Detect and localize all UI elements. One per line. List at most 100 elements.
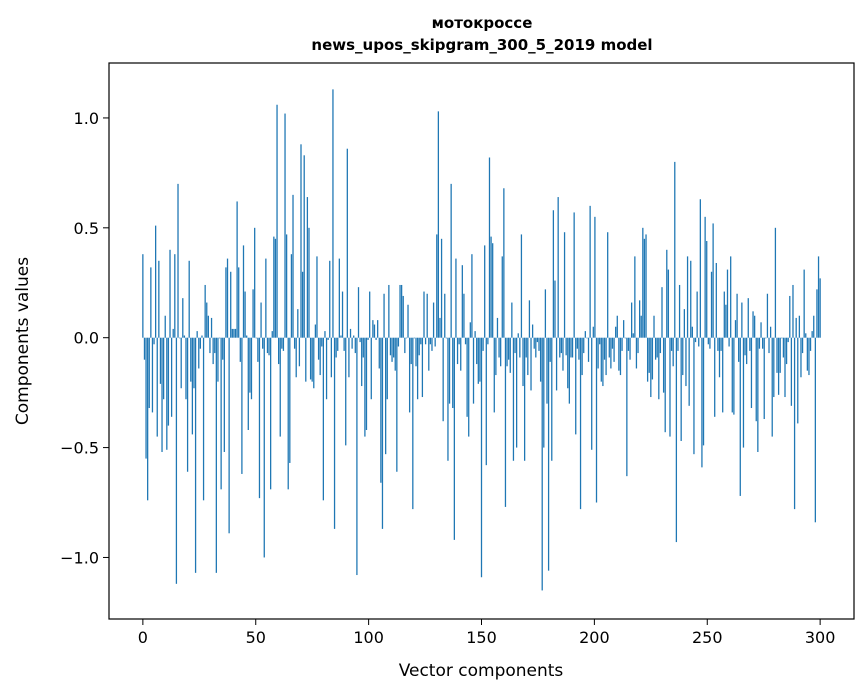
bar xyxy=(616,315,618,338)
bar xyxy=(421,337,424,398)
bar xyxy=(547,337,550,571)
bar xyxy=(670,337,673,351)
bar xyxy=(298,337,301,367)
bar xyxy=(313,337,315,389)
bar xyxy=(664,337,666,433)
bar xyxy=(501,256,503,338)
bar xyxy=(758,337,761,349)
bar xyxy=(728,337,730,347)
bar xyxy=(167,337,170,426)
bar xyxy=(699,199,701,338)
bar xyxy=(747,298,749,338)
bar xyxy=(605,337,607,376)
bar xyxy=(754,315,756,338)
bar xyxy=(816,289,818,338)
bar xyxy=(399,284,401,338)
bar xyxy=(675,337,678,543)
bar xyxy=(260,302,262,338)
bar xyxy=(530,337,532,391)
bar xyxy=(718,337,721,378)
bar xyxy=(148,337,150,409)
bar xyxy=(712,223,714,338)
bar xyxy=(353,335,355,338)
bar xyxy=(730,256,732,338)
bar xyxy=(615,326,617,338)
bar xyxy=(444,293,446,338)
bar xyxy=(704,216,706,338)
bar xyxy=(458,337,460,345)
bar xyxy=(207,315,209,338)
bar xyxy=(720,337,722,351)
bar xyxy=(746,337,748,365)
bar xyxy=(322,337,324,501)
bar xyxy=(662,337,665,393)
bar xyxy=(199,337,202,349)
bar xyxy=(412,337,414,510)
bar xyxy=(380,337,382,483)
bar xyxy=(337,337,339,351)
bar xyxy=(394,337,396,371)
bar xyxy=(511,302,513,338)
bar xyxy=(785,337,788,365)
bar xyxy=(586,337,588,339)
bar xyxy=(367,337,369,340)
bar xyxy=(749,337,751,351)
bar xyxy=(324,331,326,338)
bar xyxy=(554,280,556,338)
bar xyxy=(218,337,221,339)
bar xyxy=(506,337,508,367)
bar xyxy=(693,337,695,455)
bar xyxy=(570,337,572,358)
bar xyxy=(316,256,318,338)
x-tick-label: 150 xyxy=(466,628,497,647)
bar xyxy=(343,337,345,351)
bar xyxy=(525,337,527,358)
bar xyxy=(552,210,555,338)
bar xyxy=(464,337,467,345)
y-tick-label: 0.5 xyxy=(74,219,99,238)
bar xyxy=(618,337,620,371)
bar xyxy=(549,337,551,362)
bar xyxy=(359,337,361,343)
chart-subtitle: news_upos_skipgram_300_5_2019 model xyxy=(311,36,652,54)
bar xyxy=(813,315,815,338)
bar xyxy=(639,300,641,338)
bar xyxy=(293,337,296,349)
bar xyxy=(242,245,245,338)
bar xyxy=(683,309,685,338)
bar xyxy=(170,337,173,417)
bar xyxy=(627,337,630,351)
bar xyxy=(594,216,596,338)
bar xyxy=(278,337,280,365)
bar xyxy=(707,337,709,345)
bar xyxy=(801,337,804,354)
bar xyxy=(773,337,775,398)
bar xyxy=(410,337,412,365)
bar xyxy=(522,337,524,387)
bar xyxy=(731,337,733,413)
bar xyxy=(440,238,443,338)
bar xyxy=(571,337,574,358)
bar xyxy=(653,315,655,338)
y-tick-label: 0.0 xyxy=(74,329,99,348)
bar xyxy=(365,337,368,430)
bar xyxy=(543,337,545,448)
bar xyxy=(357,287,360,338)
bar xyxy=(220,337,222,490)
bar xyxy=(274,238,277,338)
bar xyxy=(178,337,181,339)
bar xyxy=(611,337,614,349)
bar xyxy=(393,337,395,358)
bar xyxy=(250,337,253,400)
bar xyxy=(463,293,465,338)
bar xyxy=(290,254,293,338)
bar xyxy=(300,144,302,338)
bar xyxy=(557,197,559,338)
bar xyxy=(538,337,540,351)
bar xyxy=(295,337,297,378)
bar xyxy=(201,335,203,338)
bar xyxy=(407,304,409,338)
bar xyxy=(714,337,716,417)
bar xyxy=(607,232,609,338)
